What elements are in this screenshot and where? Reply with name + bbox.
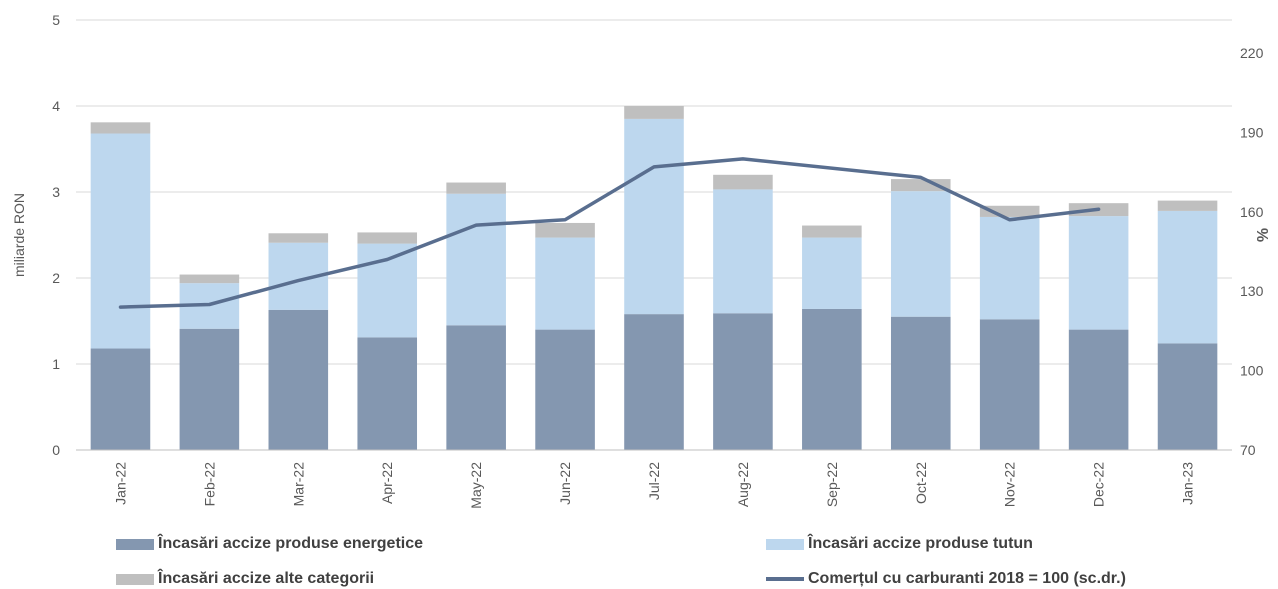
bar-segment-1 xyxy=(1157,210,1218,344)
legend-label-energetice: Încasări accize produse energetice xyxy=(158,535,424,552)
bar-segment-2 xyxy=(446,182,506,194)
bar-segment-0 xyxy=(1157,343,1218,450)
legend-item-alte: Încasări accize alte categorii xyxy=(116,570,374,588)
bar-segment-0 xyxy=(890,316,951,450)
x-tick-label: Apr-22 xyxy=(379,462,395,504)
bar-segment-0 xyxy=(713,313,773,450)
legend-swatch-tutun xyxy=(766,538,804,550)
x-tick-label: Dec-22 xyxy=(1091,462,1107,507)
x-axis-ticks: Jan-22 Feb-22 Mar-22 Apr-22 May-22 Jun-22 Jul-… xyxy=(112,462,1195,509)
bar-segment-1 xyxy=(802,237,862,309)
legend-item-carburanti: Comerțul cu carburanti 2018 = 100 (sc.dr… xyxy=(766,570,1126,588)
legend-label-alte: Încasări accize alte categorii xyxy=(158,570,375,587)
left-axis-ticks: 0 1 2 3 4 5 xyxy=(52,12,60,458)
bar-segment-2 xyxy=(179,274,240,284)
y-axis-title: miliarde RON xyxy=(11,193,27,277)
bar-segment-2 xyxy=(1157,200,1218,211)
bar-segment-0 xyxy=(446,325,506,450)
bar-segment-1 xyxy=(90,133,151,349)
y-tick-label: 2 xyxy=(52,270,60,286)
bar-segment-0 xyxy=(90,348,151,450)
x-tick-label: Oct-22 xyxy=(913,462,929,504)
bar-segment-2 xyxy=(90,122,151,134)
y2-tick-label: 130 xyxy=(1240,283,1264,299)
bar-segment-2 xyxy=(713,174,773,190)
bar-segment-2 xyxy=(357,232,418,244)
bar-segment-0 xyxy=(357,337,418,450)
y2-axis-title: % xyxy=(1255,228,1272,242)
y-tick-label: 5 xyxy=(52,12,60,28)
y2-tick-label: 70 xyxy=(1240,442,1256,458)
x-tick-label: Sep-22 xyxy=(824,462,840,507)
x-tick-label: Jan-23 xyxy=(1180,462,1196,505)
bar-segment-0 xyxy=(179,328,240,450)
legend-label-carburanti: Comerțul cu carburanti 2018 = 100 (sc.dr… xyxy=(808,570,1126,587)
bar-segment-1 xyxy=(535,237,595,330)
x-tick-label: Feb-22 xyxy=(201,462,217,507)
bar-segment-2 xyxy=(890,179,951,192)
y2-tick-label: 190 xyxy=(1240,124,1264,140)
bar-segment-2 xyxy=(624,106,684,119)
y-tick-label: 4 xyxy=(52,98,60,114)
y2-tick-label: 100 xyxy=(1240,363,1264,379)
x-tick-label: Jun-22 xyxy=(557,462,573,505)
x-tick-label: Mar-22 xyxy=(290,462,306,507)
bar-segment-1 xyxy=(890,191,951,317)
line-series-path xyxy=(118,157,1101,309)
legend-label-tutun: Încasări accize produse tutun xyxy=(808,535,1033,552)
bar-segment-0 xyxy=(1068,329,1129,450)
legend-item-energetice: Încasări accize produse energetice xyxy=(116,535,423,553)
legend-swatch-alte xyxy=(116,573,154,585)
bar-segment-2 xyxy=(535,222,595,238)
x-tick-label: Nov-22 xyxy=(1002,462,1018,507)
bar-segment-0 xyxy=(535,329,595,450)
bar-segment-1 xyxy=(446,193,506,326)
line-series xyxy=(118,157,1101,309)
bar-segment-1 xyxy=(1068,216,1129,330)
legend-swatch-carburanti xyxy=(766,577,804,581)
x-tick-label: Aug-22 xyxy=(735,462,751,507)
bar-segment-2 xyxy=(802,225,862,238)
bar-segment-0 xyxy=(268,309,329,450)
y-tick-label: 3 xyxy=(52,184,60,200)
y2-tick-label: 160 xyxy=(1240,204,1264,220)
legend-swatch-energetice xyxy=(116,538,154,550)
bar-segment-1 xyxy=(624,118,684,315)
bar-segment-0 xyxy=(802,308,862,450)
x-tick-label: May-22 xyxy=(468,462,484,509)
y2-tick-label: 220 xyxy=(1240,45,1264,61)
bar-segment-1 xyxy=(979,216,1040,320)
bar-segment-1 xyxy=(713,189,773,314)
x-tick-label: Jan-22 xyxy=(112,462,128,505)
bar-segment-2 xyxy=(979,205,1040,217)
x-tick-label: Jul-22 xyxy=(646,462,662,500)
y-tick-label: 0 xyxy=(52,442,60,458)
y-tick-label: 1 xyxy=(52,356,60,372)
bar-segment-2 xyxy=(268,233,329,243)
bar-segment-0 xyxy=(624,314,684,450)
bar-segment-0 xyxy=(979,319,1040,450)
bars xyxy=(90,106,1218,450)
legend-item-tutun: Încasări accize produse tutun xyxy=(766,535,1033,553)
chart: 0 1 2 3 4 5 70 100 130 160 190 220 Jan-22 Feb-22 Mar… xyxy=(11,12,1272,509)
right-axis-ticks: 70 100 130 160 190 220 xyxy=(1240,45,1264,458)
